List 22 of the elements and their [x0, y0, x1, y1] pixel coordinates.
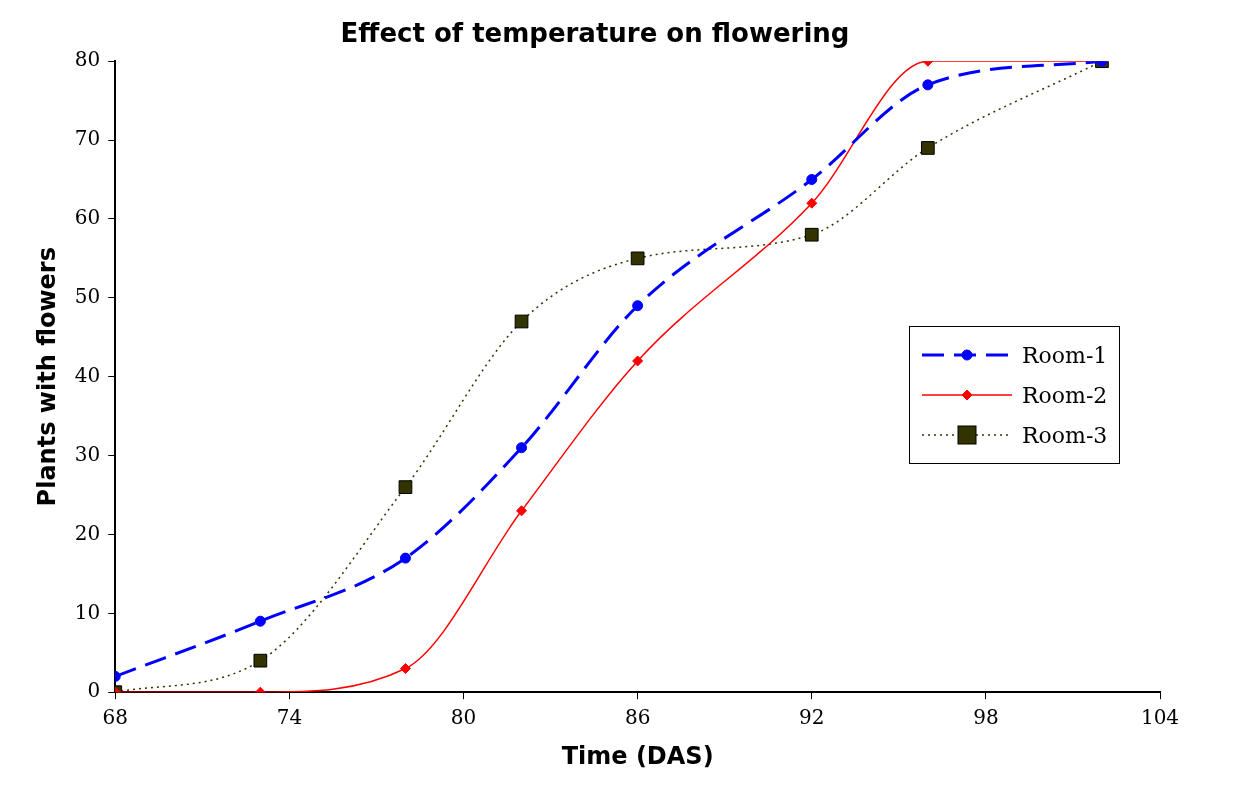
x-tick-label: 104	[1140, 705, 1180, 730]
y-tick-label: 20	[74, 520, 101, 545]
x-tick-label: 92	[799, 705, 825, 730]
y-tick-label: 30	[74, 441, 101, 466]
chart-title: Effect of temperature on flowering	[340, 18, 850, 49]
y-axis-title: Plants with flowers	[32, 247, 61, 507]
legend-label: Room-3	[1022, 422, 1108, 448]
x-tick-label: 68	[102, 705, 128, 730]
y-tick-label: 40	[74, 362, 101, 387]
x-axis-title: Time (DAS)	[561, 741, 714, 770]
x-tick-label: 86	[624, 705, 651, 730]
legend-label: Room-2	[1022, 382, 1108, 408]
x-tick-label: 80	[450, 705, 477, 730]
y-tick-label: 60	[74, 205, 101, 230]
y-tick-label: 70	[74, 126, 101, 151]
x-tick-label: 98	[973, 705, 999, 730]
y-tick-label: 0	[87, 678, 101, 703]
y-tick-label: 50	[74, 284, 101, 309]
legend-label: Room-1	[1022, 342, 1108, 368]
y-tick-label: 80	[74, 47, 101, 72]
x-tick-label: 74	[276, 705, 303, 730]
y-tick-label: 10	[74, 599, 101, 624]
